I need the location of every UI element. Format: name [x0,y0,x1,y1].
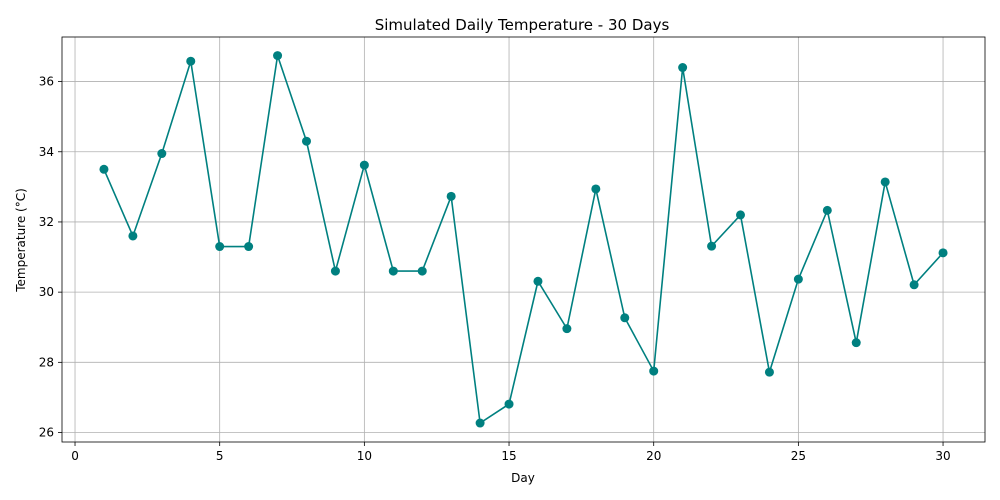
data-point [736,210,746,220]
data-point [620,313,630,323]
series-temperature [99,51,948,428]
data-point [244,242,254,252]
data-point [562,324,572,334]
data-point [446,191,456,201]
data-point [215,242,225,252]
data-point [880,177,890,187]
data-point [475,418,485,428]
series-line [103,55,944,425]
x-tick-label: 25 [791,449,806,463]
x-axis-label: Day [511,471,535,485]
data-point [591,184,601,194]
x-tick-label: 10 [357,449,372,463]
data-point [822,205,832,215]
data-point [851,338,861,348]
x-tick-label: 30 [935,449,950,463]
data-point [359,160,369,170]
data-point [793,274,803,284]
data-point [128,231,138,241]
data-point [186,56,196,66]
plot-frame [61,36,986,443]
data-point [99,164,109,174]
y-tick-label: 32 [39,215,54,229]
x-tick-label: 5 [216,449,224,463]
data-point [533,276,543,286]
x-tick-label: 0 [71,449,79,463]
x-tick-label: 15 [501,449,516,463]
y-tick-label: 26 [39,426,54,440]
chart-title: Simulated Daily Temperature - 30 Days [375,16,670,34]
y-tick-label: 36 [39,75,54,89]
y-axis-label: Temperature (°C) [14,188,28,293]
x-tick-label: 20 [646,449,661,463]
data-point [504,399,514,409]
y-tick-label: 28 [39,355,54,369]
data-point [417,266,427,276]
data-point [301,136,311,146]
data-point [764,367,774,377]
data-point [909,280,919,290]
data-point [678,63,688,73]
data-point [707,241,717,251]
data-point [273,51,283,61]
data-point [938,248,948,258]
data-point [157,149,167,159]
data-point [388,266,398,276]
axis-ticks: 0 5 10 15 20 25 30 26 28 30 32 34 36 [39,75,951,463]
data-point [330,266,340,276]
y-tick-label: 30 [39,285,54,299]
y-tick-label: 34 [39,145,54,159]
data-point [649,366,659,376]
